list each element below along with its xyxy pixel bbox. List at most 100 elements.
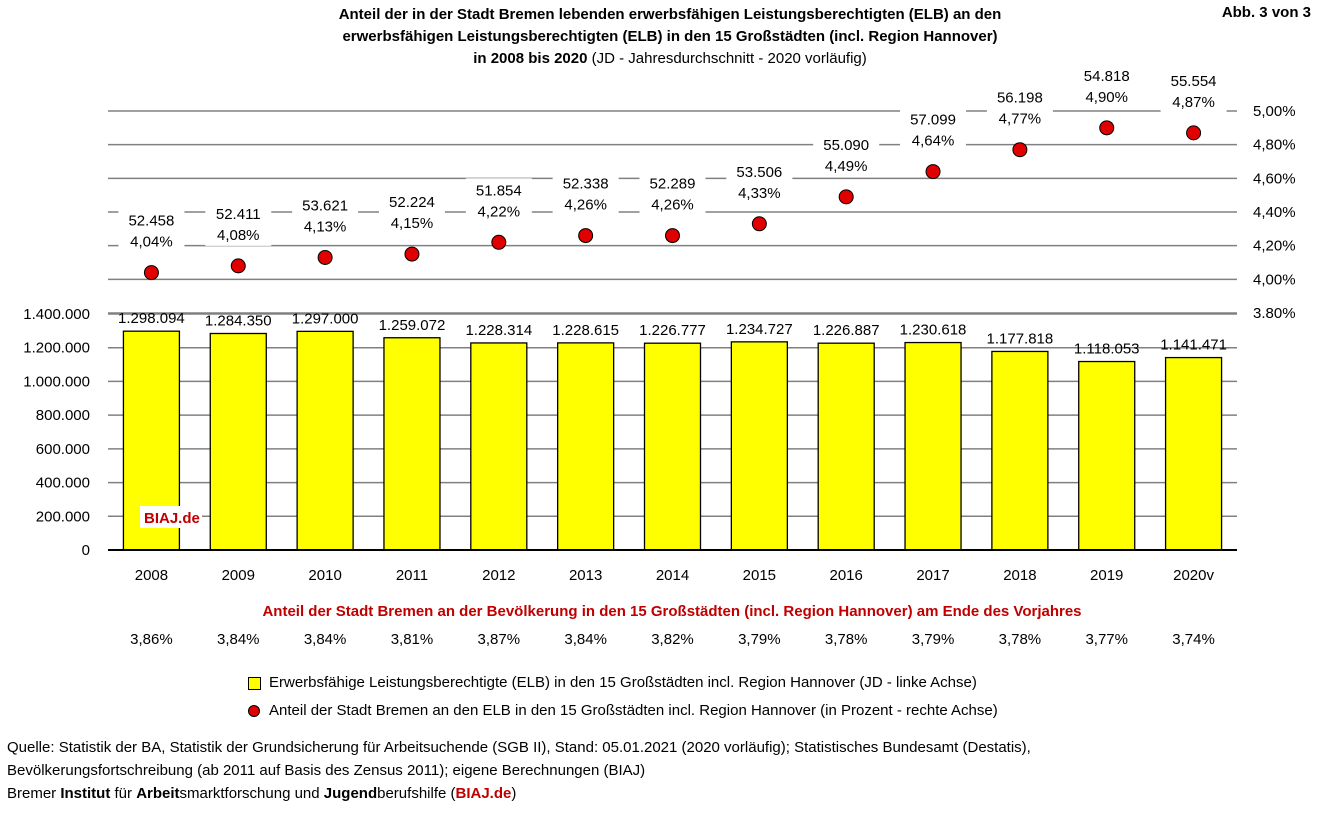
bar-value-label: 1.141.471 bbox=[1160, 337, 1227, 354]
bar-value-label: 1.259.072 bbox=[379, 317, 446, 334]
pct-tick-label: 4,80% bbox=[1253, 137, 1296, 154]
point-label-bg bbox=[552, 171, 619, 216]
point-count-label: 52.338 bbox=[563, 176, 609, 193]
point-pct-label: 4,87% bbox=[1172, 94, 1215, 111]
footer-text: Institut bbox=[60, 785, 111, 802]
footer-text: Bremer bbox=[7, 785, 61, 802]
point-count-label: 53.621 bbox=[302, 197, 348, 214]
pct-tick-label: 4,60% bbox=[1253, 170, 1296, 187]
bar-value-label: 1.230.618 bbox=[900, 322, 967, 339]
x-tick-label: 2014 bbox=[656, 567, 689, 584]
bar bbox=[1164, 356, 1223, 551]
bar-value-label: 1.118.053 bbox=[1074, 341, 1140, 358]
pct-tick-label: 4,40% bbox=[1253, 204, 1296, 221]
point-label-bg bbox=[1160, 68, 1227, 113]
point-label-bg bbox=[378, 190, 445, 235]
point-pct-label: 4,90% bbox=[1085, 89, 1128, 106]
point-pct-label: 4,22% bbox=[478, 203, 521, 220]
combined-chart: 3,80% 4,00% 4,20% 4,40% 4,60% 4,80% 5,00% 52.45… bbox=[23, 63, 1321, 648]
footer-text: für bbox=[110, 785, 137, 802]
bar bbox=[383, 337, 441, 551]
point-label-bg bbox=[1073, 63, 1140, 108]
x-tick-label: 2017 bbox=[916, 567, 949, 584]
population-share-value: 3,87% bbox=[478, 631, 521, 648]
population-share-value: 3,82% bbox=[651, 631, 694, 648]
source-footer: Quelle: Statistik der BA, Statistik der … bbox=[7, 736, 1031, 805]
data-point bbox=[578, 228, 594, 244]
data-point bbox=[1099, 120, 1115, 136]
bar-value-label: 1.298.094 bbox=[118, 310, 185, 327]
data-point bbox=[925, 164, 941, 180]
point-count-label: 55.090 bbox=[823, 137, 869, 154]
population-share-value: 3,78% bbox=[999, 631, 1042, 648]
point-label-bg bbox=[292, 193, 359, 238]
legend-bars-label: Erwerbsfähige Leistungsberechtigte (ELB)… bbox=[269, 674, 977, 691]
bar bbox=[1078, 360, 1136, 551]
bar bbox=[296, 330, 354, 551]
population-share-value: 3,84% bbox=[217, 631, 260, 648]
pct-tick-label: 5,00% bbox=[1253, 103, 1296, 120]
title-line-3: in 2008 bis 2020 (JD - Jahresdurchschnit… bbox=[180, 48, 1160, 70]
legend-dot-swatch bbox=[248, 705, 260, 717]
point-count-label: 54.818 bbox=[1084, 68, 1130, 85]
population-share-value: 3,78% bbox=[825, 631, 868, 648]
population-share-value: 3,79% bbox=[738, 631, 781, 648]
x-tick-label: 2010 bbox=[308, 567, 341, 584]
footer-text: ) bbox=[511, 785, 517, 802]
point-count-label: 57.099 bbox=[910, 112, 956, 129]
x-tick-label: 2020v bbox=[1173, 567, 1214, 584]
point-count-label: 52.458 bbox=[128, 213, 174, 230]
population-share-value: 3,79% bbox=[912, 631, 955, 648]
point-pct-label: 4,26% bbox=[651, 197, 694, 214]
footer-brand-link[interactable]: BIAJ.de bbox=[455, 785, 512, 802]
bar bbox=[730, 341, 788, 551]
point-count-label: 52.289 bbox=[650, 176, 696, 193]
population-share-value: 3,77% bbox=[1085, 631, 1128, 648]
point-pct-label: 4,04% bbox=[130, 234, 173, 251]
bar bbox=[470, 342, 528, 551]
point-count-label: 51.854 bbox=[476, 182, 522, 199]
x-tick-label: 2015 bbox=[743, 567, 776, 584]
data-point bbox=[751, 216, 767, 232]
point-count-label: 53.506 bbox=[736, 164, 782, 181]
bar-tick-label: 800.000 bbox=[36, 407, 90, 424]
x-tick-label: 2008 bbox=[135, 567, 168, 584]
population-share-value: 3,86% bbox=[130, 631, 173, 648]
axis-clip-mask bbox=[1240, 318, 1321, 332]
point-pct-label: 4,13% bbox=[304, 218, 347, 235]
point-count-label: 52.411 bbox=[216, 206, 261, 223]
source-line-3: Bremer Institut für Arbeitsmarktforschun… bbox=[7, 782, 1031, 805]
point-count-label: 55.554 bbox=[1171, 73, 1217, 90]
bar bbox=[209, 332, 267, 551]
bar bbox=[817, 342, 875, 551]
bar bbox=[904, 341, 962, 551]
data-point bbox=[1012, 142, 1028, 158]
point-label-bg bbox=[986, 85, 1053, 130]
population-share-title: Anteil der Stadt Bremen an der Bevölkeru… bbox=[262, 603, 1081, 620]
bar-value-label: 1.177.818 bbox=[987, 330, 1054, 347]
data-point bbox=[404, 246, 420, 262]
point-label-bg bbox=[118, 208, 185, 253]
x-tick-label: 2011 bbox=[396, 567, 428, 584]
bar-tick-label: 0 bbox=[82, 542, 90, 559]
data-point bbox=[665, 228, 680, 244]
x-tick-label: 2019 bbox=[1090, 567, 1123, 584]
point-label-bg bbox=[465, 178, 532, 223]
x-tick-label: 2013 bbox=[569, 567, 602, 584]
data-point bbox=[143, 265, 159, 281]
population-share-value: 3,84% bbox=[304, 631, 347, 648]
x-tick-label: 2012 bbox=[482, 567, 515, 584]
bar-tick-label: 1.000.000 bbox=[23, 373, 90, 390]
point-label-bg bbox=[726, 159, 793, 204]
x-tick-label: 2009 bbox=[222, 567, 255, 584]
bar-tick-label: 400.000 bbox=[36, 475, 90, 492]
population-share-value: 3,81% bbox=[391, 631, 434, 648]
bar-value-label: 1.228.314 bbox=[465, 322, 532, 339]
point-label-bg bbox=[639, 171, 706, 216]
footer-text: Jugend bbox=[323, 785, 378, 802]
chart-title: Anteil der in der Stadt Bremen lebenden … bbox=[180, 4, 1160, 70]
pct-tick-label: 4,20% bbox=[1253, 238, 1296, 255]
legend-item-bars: Erwerbsfähige Leistungsberechtigte (ELB)… bbox=[248, 669, 998, 697]
population-share-value: 3,74% bbox=[1172, 631, 1215, 648]
watermark-biaj: BIAJ.de bbox=[144, 510, 200, 527]
